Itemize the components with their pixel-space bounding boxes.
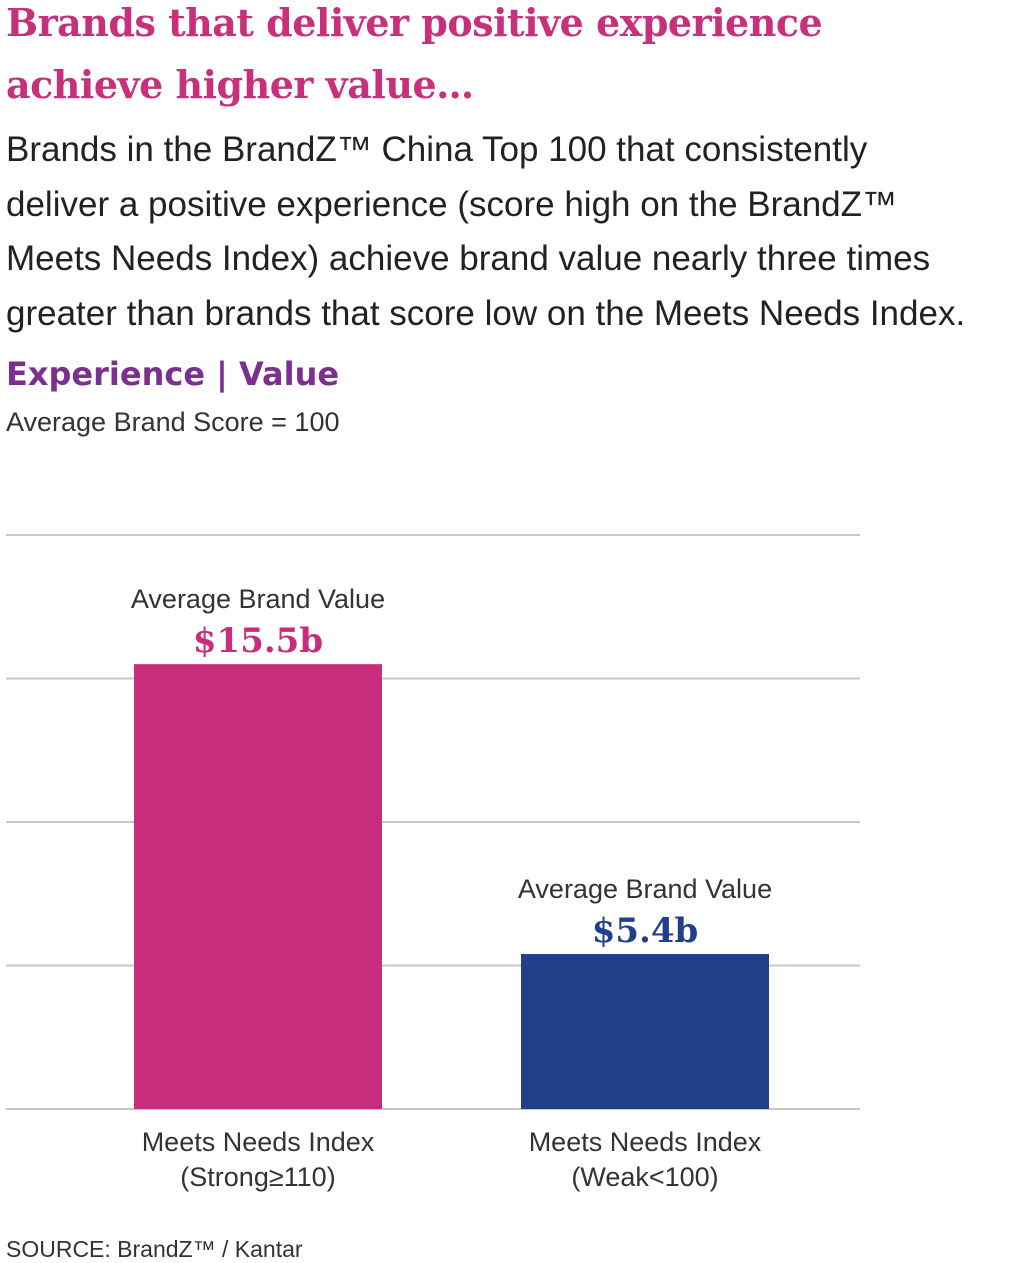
source-note: SOURCE: BrandZ™ / Kantar [6, 1236, 303, 1262]
data-label-1: $5.4b [592, 911, 699, 951]
category-label-1-line-2: (Weak<100) [571, 1162, 718, 1192]
intro-line-2: deliver a positive experience (score hig… [6, 184, 898, 224]
intro-line-1: Brands in the BrandZ™ China Top 100 that… [6, 130, 868, 169]
intro-line-4: greater than brands that score low on th… [6, 293, 966, 333]
chart-subheading: Average Brand Score = 100 [6, 407, 340, 437]
headline-line-1: Brands that deliver positive experience [6, 0, 823, 45]
data-label-0: $15.5b [193, 621, 323, 661]
chart-heading: Experience | Value [6, 355, 340, 393]
bar-caption-1: Average Brand Value [518, 874, 772, 904]
category-label-1-line-1: Meets Needs Index [529, 1127, 762, 1157]
category-label-0-line-2: (Strong≥110) [180, 1162, 335, 1192]
bar-caption-0: Average Brand Value [131, 584, 385, 614]
headline: Brands that deliver positive experience … [6, 0, 1006, 116]
bar-1 [521, 954, 769, 1109]
headline-line-2: achieve higher value… [6, 62, 474, 107]
intro-line-3: Meets Needs Index) achieve brand value n… [6, 239, 931, 278]
intro-paragraph: Brands in the BrandZ™ China Top 100 that… [6, 123, 1010, 341]
bar-0 [134, 664, 382, 1109]
category-label-0-line-1: Meets Needs Index [142, 1127, 375, 1157]
